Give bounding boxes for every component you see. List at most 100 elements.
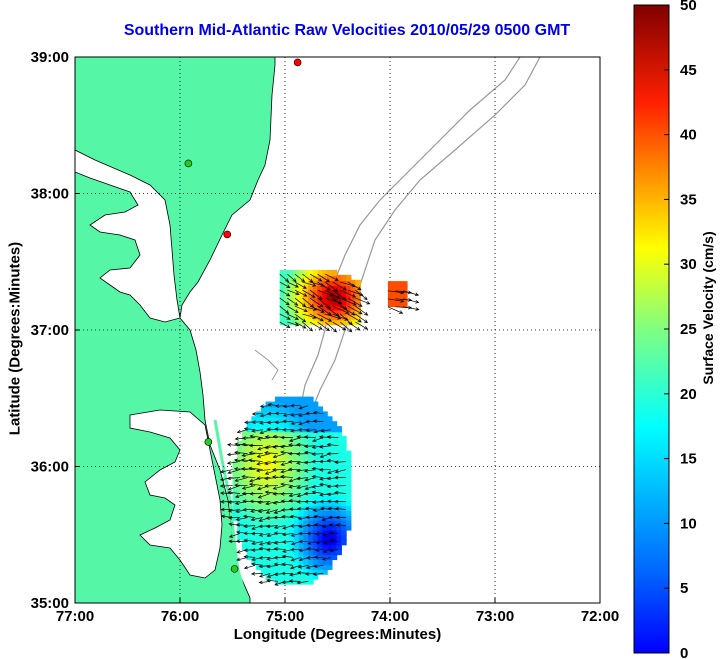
velocity-cell [322,284,328,291]
velocity-cell [327,485,333,492]
velocity-arrow [294,289,308,297]
velocity-cell [308,494,314,502]
velocity-cell [322,544,328,551]
velocity-cell [392,295,399,303]
velocity-arrow [313,429,324,434]
lon-tick-label: 74:00 [371,608,409,625]
velocity-arrow [241,458,256,462]
velocity-cell [336,445,342,452]
velocity-cell [322,494,328,502]
velocity-cell [341,465,347,472]
velocity-cell [341,485,347,492]
velocity-arrow [250,572,263,576]
velocity-cell [322,309,328,316]
velocity-cell [317,416,324,423]
velocity-arrow [264,469,278,475]
velocity-arrow [287,451,301,456]
velocity-arrow [264,484,278,488]
velocity-cell [336,470,342,477]
velocity-cell [303,319,309,326]
velocity-cell [246,435,253,443]
radar-station-marker[interactable] [230,565,239,573]
velocity-cell [331,319,338,326]
velocity-cell [265,489,272,497]
velocity-arrow [304,506,316,511]
velocity-cell [284,314,290,321]
velocity-cell [298,435,305,443]
velocity-cell [312,470,319,477]
velocity-cell [317,445,324,452]
barrier-islands [213,419,248,599]
velocity-arrow [281,562,294,567]
velocity-cell [331,539,338,546]
velocity-arrow [296,485,309,490]
velocity-cell [387,290,394,298]
radar-station-marker[interactable] [293,58,302,67]
velocity-arrow [264,445,278,450]
velocity-arrow [294,313,307,323]
velocity-cell [303,568,309,575]
velocity-cell [308,445,314,452]
velocity-arrow [243,524,256,529]
velocity-cell [256,558,262,565]
velocity-arrow [297,564,309,569]
velocity-cell [341,509,347,516]
velocity-cell [241,504,248,511]
velocity-cell [312,460,319,467]
velocity-arrow [256,476,271,480]
velocity-arrow [304,469,316,473]
velocity-cell [341,294,347,301]
velocity-cell [303,396,309,403]
velocity-cell [260,416,267,423]
velocity-arrow [243,554,256,559]
velocity-cell [308,421,314,428]
velocity-cell [298,421,305,428]
lat-ticks: 35:00 36:00 37:00 38:00 39:00 [31,49,80,612]
velocity-cell [345,489,352,497]
velocity-cell [317,509,324,516]
velocity-arrow [314,532,324,536]
velocity-cell [279,431,286,438]
velocity-cell [341,475,347,482]
velocity-cell [308,435,314,443]
velocity-cell [284,573,290,580]
velocity-cell [327,529,333,536]
velocity-arrow [325,313,342,320]
velocity-cell [241,445,248,452]
velocity-cell [327,465,333,472]
velocity-cell [289,460,295,467]
velocity-cell [256,440,262,448]
radar-station-marker[interactable] [184,159,193,168]
colorbar-tick-label: 15 [680,451,697,468]
radar-station-marker[interactable] [223,230,232,239]
velocity-cell [322,534,328,541]
velocity-cell [308,480,314,487]
velocity-cell [341,284,347,291]
velocity-cell [312,558,319,565]
velocity-cell [270,416,276,423]
velocity-cell [246,529,253,536]
colorbar-tick-label: 50 [680,0,697,14]
velocity-cell [308,455,314,462]
velocity-arrow [320,506,331,511]
velocity-arrow [251,541,263,545]
velocity-cell [293,299,300,306]
velocity-arrow [282,419,293,424]
velocity-cell [312,289,319,296]
velocity-cell [312,411,319,418]
velocity-cell [327,534,333,541]
velocity-cell [237,524,243,531]
velocity-cell [308,416,314,423]
velocity-cell [232,470,238,477]
velocity-arrow [305,428,316,433]
velocity-cell [397,281,403,288]
velocity-arrow [287,289,300,296]
radar-station-marker[interactable] [204,438,213,446]
velocity-cell [336,509,342,516]
velocity-cell [345,524,352,531]
velocity-cell [312,274,319,282]
y-axis-label: Latitude (Degrees:Minutes) [6,241,24,436]
velocity-cell [260,499,267,507]
velocity-cell [289,294,295,301]
